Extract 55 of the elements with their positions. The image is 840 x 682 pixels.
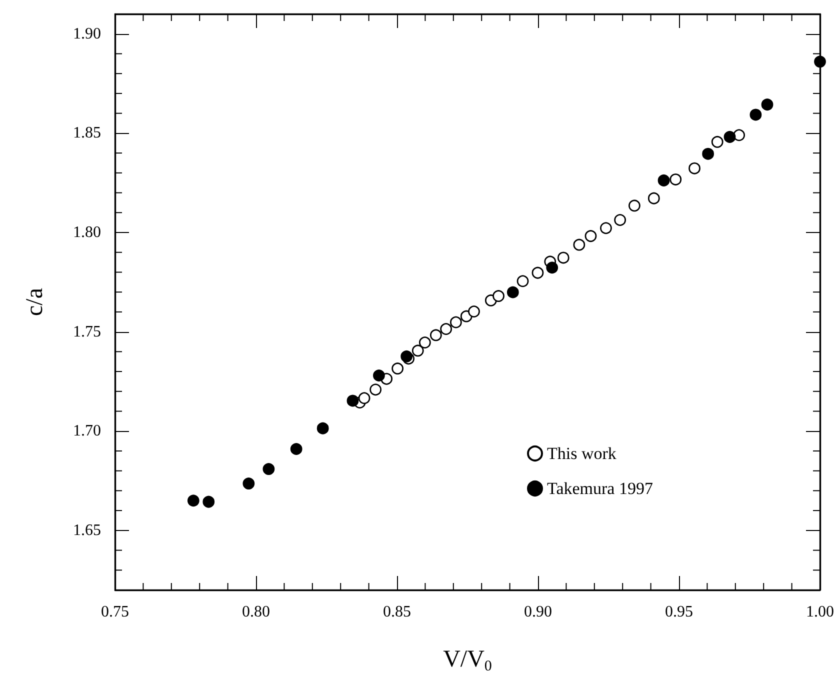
- point: [450, 316, 462, 328]
- point: [418, 336, 431, 348]
- point: [814, 56, 826, 68]
- point: [400, 350, 413, 362]
- point: [440, 323, 452, 335]
- point: [724, 131, 736, 143]
- point: [711, 136, 724, 148]
- point: [670, 174, 682, 186]
- point: [262, 463, 275, 475]
- point: [761, 98, 774, 111]
- point: [702, 148, 714, 160]
- point: [316, 422, 329, 434]
- point: [557, 252, 570, 264]
- x-tick-label: 0.90: [524, 604, 552, 620]
- x-tick-label: 0.85: [383, 604, 411, 620]
- point: [370, 384, 382, 396]
- point: [688, 162, 700, 174]
- y-tick-label: 1.85: [73, 124, 101, 142]
- y-tick-label: 1.65: [73, 522, 101, 539]
- x-tick-label: 0.80: [242, 604, 270, 620]
- point: [430, 329, 442, 342]
- point: [532, 266, 544, 279]
- point: [584, 230, 597, 242]
- x-tick-label: 1.00: [806, 604, 834, 620]
- y-axis-title: c/a: [22, 288, 48, 316]
- point: [516, 275, 529, 288]
- point: [346, 394, 359, 407]
- x-tick-label: 0.75: [101, 604, 129, 620]
- point: [373, 370, 385, 382]
- point: [600, 222, 612, 234]
- y-tick-label: 1.75: [73, 323, 101, 340]
- point: [733, 129, 746, 142]
- point: [358, 392, 370, 404]
- point: [202, 496, 215, 508]
- point: [750, 108, 762, 121]
- y-tick-label: 1.80: [73, 224, 101, 241]
- y-tick-label: 1.90: [73, 25, 101, 42]
- point: [658, 174, 670, 186]
- point: [573, 238, 586, 251]
- point: [290, 443, 302, 455]
- point: [492, 290, 504, 302]
- point: [412, 344, 424, 357]
- point: [506, 286, 519, 298]
- x-tick-label: 0.95: [665, 604, 693, 620]
- legend-label: Takemura 1997: [547, 479, 654, 498]
- y-tick-label: 1.70: [73, 422, 101, 440]
- point: [546, 262, 558, 274]
- point: [187, 494, 200, 507]
- point: [648, 192, 660, 204]
- legend-label: This work: [547, 444, 617, 463]
- point: [614, 214, 626, 226]
- point: [468, 306, 480, 318]
- point: [242, 478, 255, 490]
- point: [392, 362, 404, 374]
- point: [628, 200, 640, 212]
